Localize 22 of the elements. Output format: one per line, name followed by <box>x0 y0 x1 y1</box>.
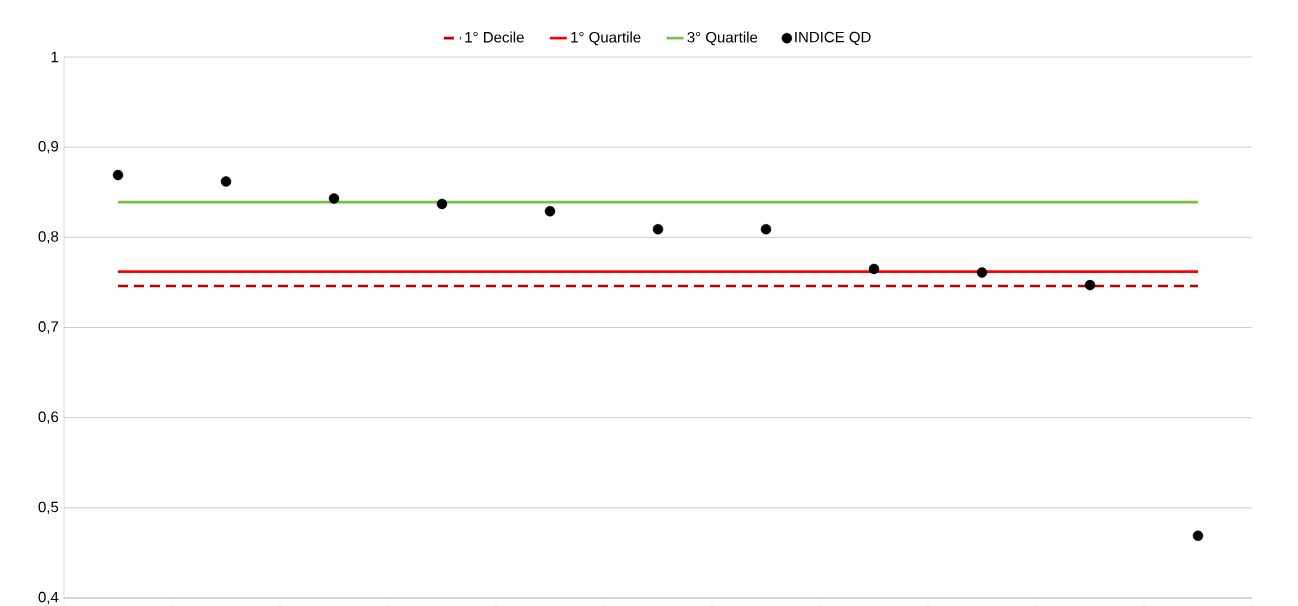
y-tick-label: 0,9 <box>38 140 59 154</box>
point <box>868 263 880 275</box>
y-tick-label: 1 <box>51 51 59 63</box>
point <box>112 169 124 181</box>
point <box>436 198 448 210</box>
legend-label: INDICE QD <box>795 31 871 46</box>
point <box>1084 279 1096 291</box>
point <box>976 267 988 278</box>
y-tick-label: 0,8 <box>38 231 59 244</box>
y-tick-label: 0,4 <box>38 591 59 605</box>
point <box>652 224 664 235</box>
point <box>220 176 232 187</box>
y-tick-label: 0,6 <box>38 411 59 424</box>
legend-label: 1° Quartile <box>571 31 641 46</box>
point <box>760 224 772 235</box>
point <box>1192 530 1204 541</box>
y-tick-label: 0,5 <box>38 501 59 515</box>
point <box>544 205 556 217</box>
legend-label: 3° Quartile <box>687 31 758 46</box>
y-tick-label: 0,7 <box>38 321 59 334</box>
legend-label: 1° Decile <box>465 31 524 43</box>
point <box>328 193 340 204</box>
